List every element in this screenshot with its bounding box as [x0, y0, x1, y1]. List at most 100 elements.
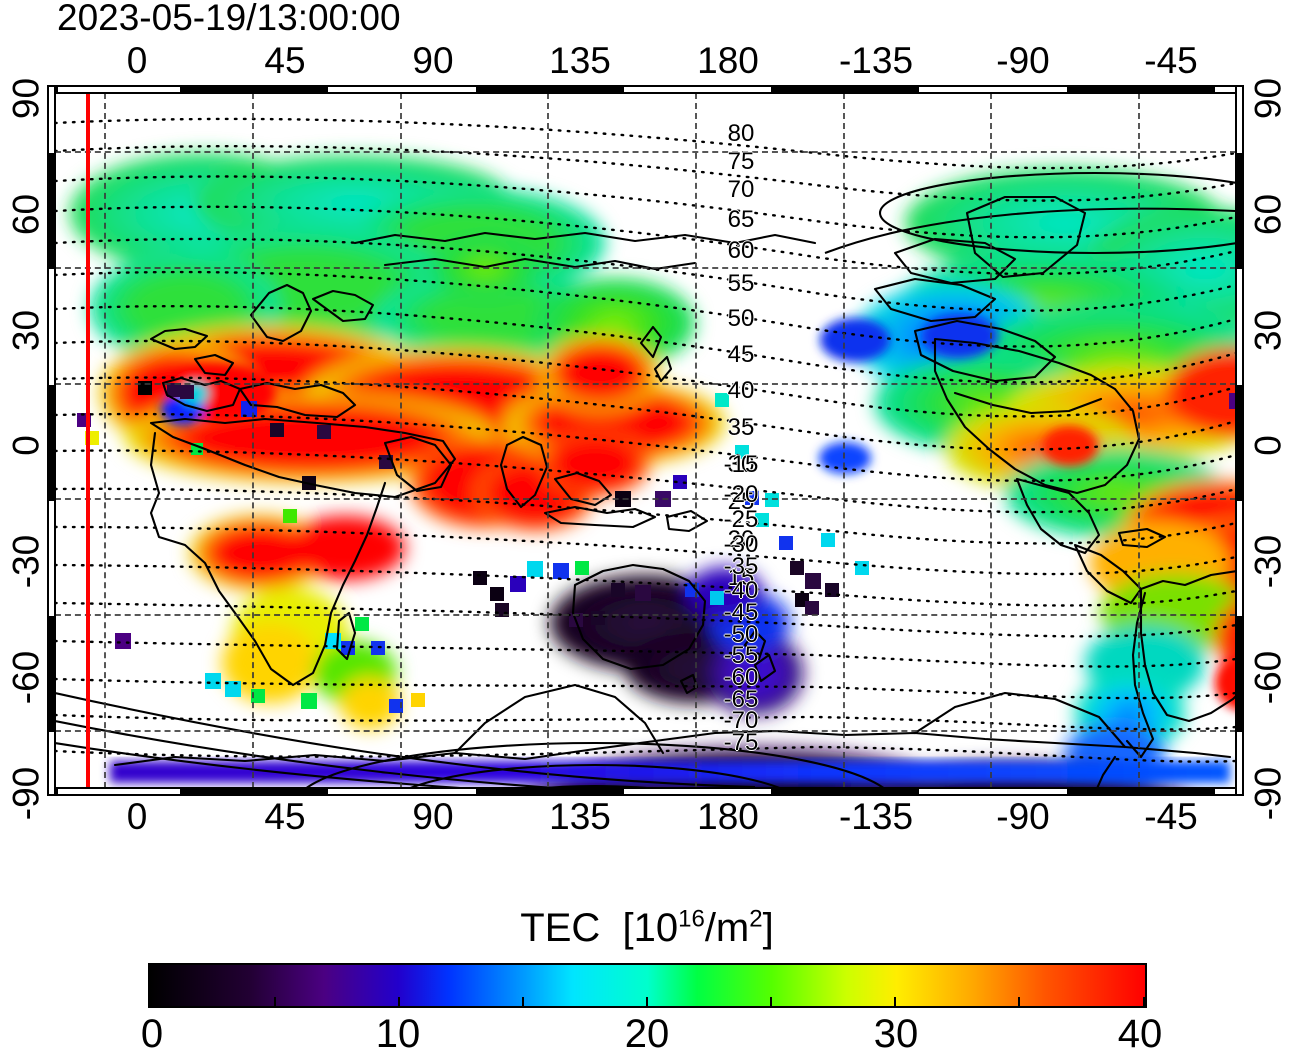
x-tick-label-top: -135: [838, 40, 914, 81]
mag-lat-label: 70: [727, 176, 755, 203]
y-tick-label-right: -90: [1247, 766, 1289, 821]
mag-lat-label: -60: [723, 664, 759, 691]
colorbar-tick: [646, 997, 648, 1006]
mag-lat-label: -40: [723, 577, 759, 604]
frame-band-bottom: [47, 787, 1244, 796]
y-tick-label-left: 90: [5, 77, 47, 120]
frame-segment: [49, 385, 54, 501]
x-tick-label-top: 135: [549, 40, 611, 81]
frame-segment: [49, 616, 54, 732]
frame-segment: [771, 87, 919, 92]
colorbar-units-tail-exponent: 2: [749, 905, 763, 933]
gridline-vertical: [400, 93, 402, 788]
mag-lat-label: 40: [727, 377, 755, 404]
x-tick-label-top: 0: [126, 40, 148, 81]
frame-segment: [1237, 385, 1242, 501]
gridline-vertical: [990, 93, 992, 788]
colorbar-tick: [522, 997, 524, 1006]
colorbar-title: TEC [1016/m2]: [0, 905, 1294, 951]
antarctic-strip: [110, 761, 1230, 783]
x-tick-label-bottom: 135: [549, 796, 611, 837]
colorbar-title-tec: TEC: [520, 906, 601, 950]
x-tick-label-bottom: 45: [264, 796, 306, 837]
tec-heatmap-svg: [55, 117, 1236, 788]
mag-lat-label: 60: [727, 237, 755, 264]
grid-overlay: [55, 93, 1236, 788]
gridline-horizontal: [55, 498, 1236, 500]
gridline-horizontal: [55, 730, 1236, 732]
x-tick-label-bottom: 180: [697, 796, 759, 837]
x-tick-label-bottom: -90: [996, 796, 1050, 837]
mag-lat-label: 75: [727, 148, 755, 175]
y-tick-label-left: 60: [5, 193, 47, 236]
mag-lat-label: -35: [723, 553, 759, 580]
mag-lat-label: 20: [727, 526, 755, 553]
x-tick-label-top: -45: [1144, 40, 1198, 81]
x-tick-label-top: 180: [697, 40, 759, 81]
map-plot-area: 80 75 70 65 60 55 50 45 40 35 30 25 20 1…: [55, 93, 1236, 788]
frame-segment: [1067, 789, 1215, 794]
x-tick-label-bottom: 0: [126, 796, 148, 837]
frame-segment: [180, 87, 328, 92]
gridline-vertical: [1138, 93, 1140, 788]
colorbar-tick-label: 10: [375, 1012, 421, 1056]
mag-lat-label: -65: [723, 686, 759, 713]
colorbar-tick: [894, 997, 896, 1006]
gridline-vertical: [695, 93, 697, 788]
gridline-horizontal: [55, 614, 1236, 616]
map-plot: 80 75 70 65 60 55 50 45 40 35 30 25 20 1…: [47, 85, 1244, 796]
y-tick-label-right: -60: [1247, 650, 1289, 705]
mag-lat-label: -50: [723, 621, 759, 648]
colorbar-tick: [398, 997, 400, 1006]
colorbar-tick: [1143, 997, 1145, 1006]
frame-segment: [476, 789, 624, 794]
gridline-vertical: [547, 93, 549, 788]
y-tick-label-right: -30: [1247, 534, 1289, 589]
colorbar[interactable]: [148, 963, 1147, 1008]
mag-lat-label: 15: [727, 564, 755, 591]
magnetic-contour-lines: [55, 171, 1236, 788]
y-tick-label-left: -90: [5, 766, 47, 821]
x-tick-label-top: 45: [264, 40, 306, 81]
frame-segment: [1237, 616, 1242, 732]
frame-band-left: [47, 85, 56, 796]
y-tick-label-right: 30: [1247, 309, 1289, 352]
gridline-vertical: [104, 93, 106, 788]
magnetic-latitude-contours: [55, 117, 1236, 763]
colorbar-units-tail: /m: [704, 906, 750, 950]
frame-segment: [180, 789, 328, 794]
mag-lat-label: 35: [727, 414, 755, 441]
frame-segment: [476, 87, 624, 92]
x-tick-label-bottom: -135: [838, 796, 914, 837]
mag-lat-label: -45: [723, 599, 759, 626]
frame-segment: [771, 789, 919, 794]
colorbar-tick-label: 20: [624, 1012, 670, 1056]
mag-lat-label: -55: [723, 642, 759, 669]
x-tick-label-bottom: 90: [412, 796, 454, 837]
mag-lat-label: 50: [727, 305, 755, 332]
y-tick-label-left: 0: [5, 435, 47, 456]
mag-lat-label: 80: [727, 120, 755, 147]
page-title: 2023-05-19/13:00:00: [57, 0, 401, 38]
coastlines: [113, 195, 1236, 788]
gridline-horizontal: [55, 383, 1236, 385]
mag-lat-label: -75: [723, 729, 759, 756]
y-tick-label-right: 60: [1247, 193, 1289, 236]
colorbar-tick: [150, 997, 152, 1006]
x-tick-label-top: 90: [412, 40, 454, 81]
y-tick-label-right: 90: [1247, 77, 1289, 120]
frame-band-right: [1235, 85, 1244, 796]
y-tick-label-left: -30: [5, 534, 47, 589]
mag-lat-label: -25: [723, 506, 759, 533]
y-tick-label-left: -60: [5, 650, 47, 705]
red-meridian-marker: [86, 93, 90, 788]
colorbar-units-open: [10: [622, 906, 679, 950]
mag-lat-label: -30: [723, 531, 759, 558]
frame-segment: [1237, 153, 1242, 269]
y-tick-label-left: 30: [5, 309, 47, 352]
colorbar-tick-label: 40: [1117, 1012, 1163, 1056]
colorbar-units-exponent: 16: [678, 905, 705, 933]
colorbar-tick: [1018, 997, 1020, 1006]
colorbar-tick-label: 0: [140, 1012, 164, 1056]
magnetic-latitude-labels: 80 75 70 65 60 55 50 45 40 35 30 25 20 1…: [55, 93, 1236, 788]
